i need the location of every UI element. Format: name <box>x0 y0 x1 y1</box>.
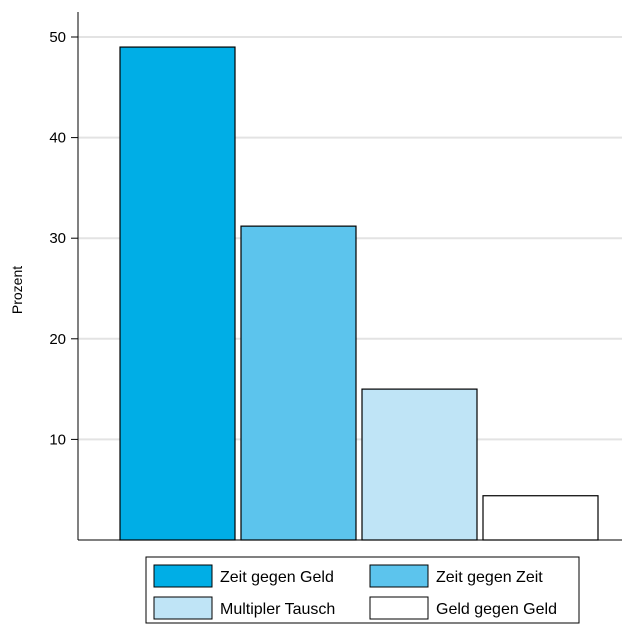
legend-swatch <box>369 564 429 588</box>
y-tick-label: 50 <box>49 29 66 46</box>
bars <box>119 46 599 541</box>
y-tick-label: 20 <box>49 331 66 348</box>
y-axis-title: Prozent <box>9 266 25 314</box>
y-tick-label: 40 <box>49 130 66 147</box>
bar-multipler-tausch <box>361 388 478 541</box>
legend-swatch <box>153 564 213 588</box>
legend-label: Zeit gegen Geld <box>220 569 334 586</box>
bar-zeit-gegen-geld <box>119 46 236 541</box>
bar-zeit-gegen-zeit <box>240 225 357 541</box>
legend-label: Geld gegen Geld <box>436 601 557 618</box>
legend-box <box>145 556 580 624</box>
legend-swatch <box>369 596 429 620</box>
y-tick-label: 30 <box>49 230 66 247</box>
legend: Zeit gegen Geld Zeit gegen Zeit Multipler … <box>145 556 580 624</box>
legend-label: Multipler Tausch <box>220 601 335 618</box>
y-tick-label: 10 <box>49 431 66 448</box>
legend-label: Zeit gegen Zeit <box>436 569 543 586</box>
bar-geld-gegen-geld <box>482 495 599 541</box>
legend-swatch <box>153 596 213 620</box>
